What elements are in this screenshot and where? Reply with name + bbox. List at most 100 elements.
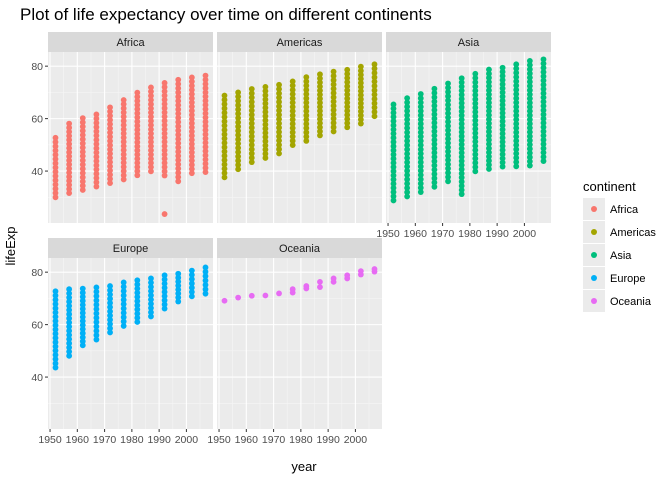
data-point xyxy=(107,112,113,119)
data-point xyxy=(161,272,168,279)
data-point xyxy=(175,114,182,121)
data-point xyxy=(120,172,127,179)
facet-panel-oceania: Oceania xyxy=(217,238,382,429)
data-point xyxy=(52,151,59,158)
data-point xyxy=(486,83,492,90)
data-point xyxy=(93,297,100,304)
data-point xyxy=(472,87,479,94)
data-point xyxy=(202,264,209,271)
data-point xyxy=(148,92,154,99)
data-point xyxy=(248,86,255,92)
data-point xyxy=(235,98,242,104)
data-point xyxy=(52,339,59,346)
data-point xyxy=(52,364,59,371)
data-point xyxy=(431,136,438,143)
data-point xyxy=(445,131,451,138)
data-point xyxy=(344,103,351,110)
data-point xyxy=(107,325,113,332)
data-point xyxy=(458,79,465,86)
data-point xyxy=(235,157,242,164)
data-point xyxy=(202,97,209,104)
data-point xyxy=(107,146,113,153)
data-point xyxy=(120,288,127,294)
data-point xyxy=(202,106,209,113)
data-point xyxy=(486,70,492,77)
data-point xyxy=(93,319,100,326)
data-point xyxy=(66,161,73,168)
data-point xyxy=(66,315,73,322)
data-point xyxy=(371,78,378,85)
data-point xyxy=(303,129,310,136)
data-point xyxy=(120,279,127,286)
data-point xyxy=(330,111,337,118)
data-point xyxy=(499,147,506,154)
data-point xyxy=(161,276,168,283)
data-point xyxy=(526,87,533,94)
data-point xyxy=(66,132,73,139)
data-point xyxy=(188,120,195,127)
data-point xyxy=(93,162,100,169)
data-point xyxy=(120,134,127,141)
data-point xyxy=(134,98,141,104)
data-point xyxy=(540,69,547,75)
data-point xyxy=(66,311,73,318)
data-points xyxy=(221,266,378,304)
data-point xyxy=(472,104,479,111)
data-point xyxy=(161,138,168,145)
data-point xyxy=(526,58,533,64)
data-point xyxy=(148,84,154,91)
data-point xyxy=(202,156,209,163)
data-point xyxy=(221,174,228,181)
data-point xyxy=(390,114,397,120)
data-point xyxy=(120,130,127,137)
data-point xyxy=(526,150,533,156)
data-point xyxy=(79,293,86,300)
data-point xyxy=(148,118,154,124)
data-point xyxy=(248,111,255,118)
data-point xyxy=(248,154,255,161)
data-point xyxy=(458,83,465,90)
data-point xyxy=(330,81,337,88)
data-point xyxy=(486,132,492,139)
data-point xyxy=(513,65,520,72)
data-point xyxy=(526,99,533,106)
data-point xyxy=(66,336,73,343)
data-point xyxy=(120,309,127,316)
x-tick-label: 1950 xyxy=(38,434,62,446)
data-point xyxy=(317,87,323,94)
data-point xyxy=(445,93,451,100)
x-tick-label: 1990 xyxy=(485,228,509,240)
data-point xyxy=(513,112,520,119)
data-point xyxy=(540,137,547,143)
data-point xyxy=(248,98,255,105)
data-point xyxy=(107,108,113,115)
data-point xyxy=(66,120,73,127)
data-point xyxy=(202,273,209,280)
data-point xyxy=(93,310,100,317)
data-point xyxy=(148,109,154,116)
data-point xyxy=(66,352,73,359)
data-point xyxy=(134,289,141,296)
data-point xyxy=(357,112,364,119)
data-point xyxy=(188,103,195,110)
data-point xyxy=(445,148,451,155)
data-point xyxy=(79,322,86,329)
data-point xyxy=(161,122,168,128)
data-point xyxy=(526,154,533,161)
data-point xyxy=(458,104,465,111)
data-point xyxy=(52,288,59,295)
data-point xyxy=(458,166,465,173)
data-point xyxy=(458,149,465,156)
facet-strip xyxy=(48,238,213,258)
data-point xyxy=(175,270,182,277)
data-point xyxy=(404,120,411,127)
data-point xyxy=(431,119,438,126)
data-point xyxy=(540,94,547,101)
data-point xyxy=(148,122,154,129)
data-point xyxy=(148,151,154,158)
data-point xyxy=(390,168,397,175)
data-point xyxy=(417,163,424,170)
data-point xyxy=(303,112,310,119)
data-point xyxy=(371,104,378,111)
data-point xyxy=(289,137,296,144)
